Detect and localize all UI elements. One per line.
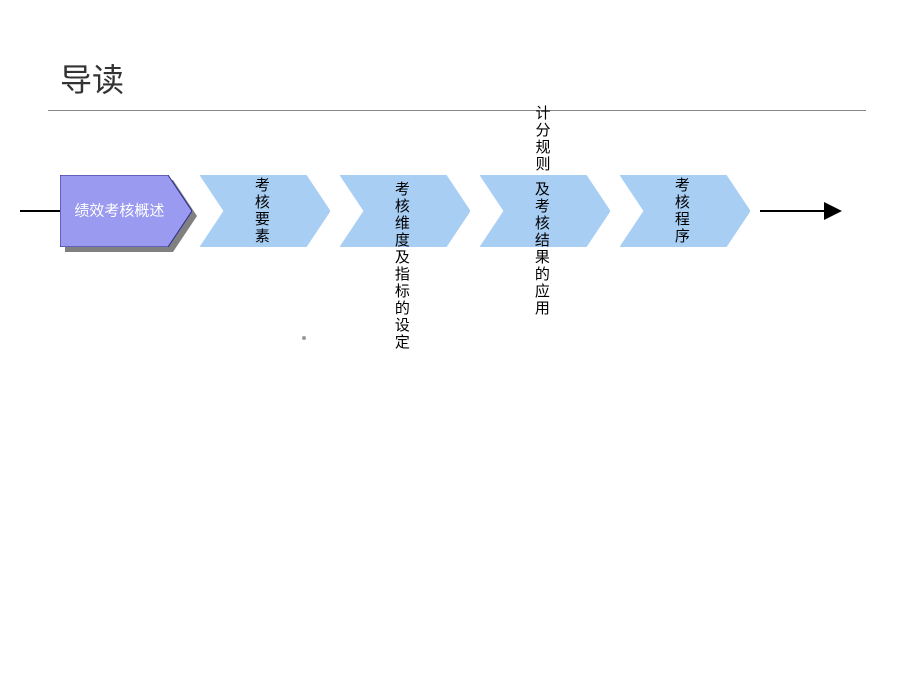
step-label: 考核维度及指标的设定	[394, 181, 410, 351]
title-underline	[48, 110, 866, 111]
step-label: 及考核结果的应用	[534, 181, 550, 317]
page-indicator-dot	[302, 336, 306, 340]
process-flow: 绩效考核概述 考核要素考核维度及指标的设定及考核结果的应用计分规则考核程序	[0, 120, 920, 370]
arrow-head-icon	[824, 202, 842, 220]
arrow-line-right	[760, 210, 824, 212]
step-chevron: 考核要素	[200, 175, 330, 247]
step-top-label: 计分规则	[535, 105, 551, 173]
arrow-line-left	[20, 210, 60, 212]
step-chevron: 考核程序	[620, 175, 750, 247]
step-chevron: 考核维度及指标的设定	[340, 175, 470, 247]
step-label: 考核要素	[254, 177, 270, 245]
step-chevron: 及考核结果的应用	[480, 175, 610, 247]
step-label-first: 绩效考核概述	[74, 202, 164, 221]
step-label: 考核程序	[674, 177, 690, 245]
page-title: 导读	[60, 55, 124, 101]
step-box-first: 绩效考核概述	[60, 175, 192, 247]
